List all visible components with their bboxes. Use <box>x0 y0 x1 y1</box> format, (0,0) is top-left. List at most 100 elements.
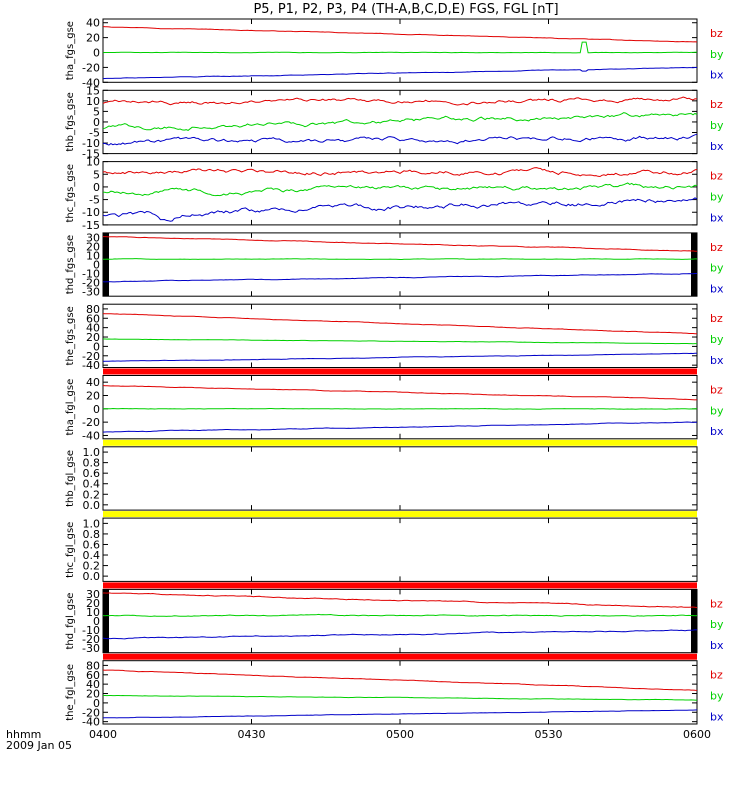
x-tick-label: 0500 <box>386 728 414 741</box>
x-tick-label: 0400 <box>89 728 117 741</box>
series-line-by <box>102 694 698 701</box>
panel-thc_fgl_gse: 1.00.80.60.40.20.0 thc_fgl_gse <box>65 517 698 583</box>
y-tick-label: -30 <box>82 642 100 655</box>
legend-by: by <box>710 262 724 275</box>
series-line-bz <box>102 313 697 335</box>
legend-bx: bx <box>710 354 724 367</box>
y-tick-label: 10 <box>86 606 100 619</box>
y-tick-label: 40 <box>86 17 100 30</box>
y-tick-label: 40 <box>86 322 100 335</box>
y-tick-label: -15 <box>82 219 100 232</box>
y-tick-label: 0 <box>93 47 100 60</box>
y-tick-label: 0 <box>93 181 100 194</box>
series-line-bz <box>103 236 698 252</box>
x-footer-hhmm: hhmm <box>6 728 41 741</box>
y-tick-label: 10 <box>86 250 100 263</box>
y-tick-label: 60 <box>86 312 100 325</box>
y-tick-label: 0 <box>93 697 100 710</box>
y-tick-label: 0 <box>93 403 100 416</box>
panel-ylabel: thc_fgs_gse <box>65 164 76 223</box>
series-line-bx <box>102 273 697 283</box>
legend-by: by <box>710 404 724 417</box>
y-tick-label: -10 <box>82 268 100 281</box>
series-line-bz <box>102 167 698 178</box>
series-line-bx <box>102 709 698 719</box>
legend-bx: bx <box>710 283 724 296</box>
legend-bz: bz <box>710 98 723 111</box>
panel-frame <box>102 517 698 582</box>
y-tick-label: 0.8 <box>83 528 101 541</box>
panel-frame <box>102 161 698 226</box>
x-footer-date: 2009 Jan 05 <box>6 739 72 752</box>
legend-bz: bz <box>710 27 723 40</box>
panel-ylabel: thd_fgl_gse <box>65 593 76 650</box>
series-line-by <box>102 613 698 617</box>
panel-frame <box>102 446 698 511</box>
y-tick-label: 1.0 <box>83 517 101 530</box>
legend-bx: bx <box>710 140 724 153</box>
y-tick-label: -20 <box>82 706 100 719</box>
status-bar <box>103 511 697 518</box>
y-tick-label: 0.4 <box>83 478 101 491</box>
y-tick-label: -15 <box>82 148 100 161</box>
panel-frame <box>102 660 698 725</box>
y-tick-label: 20 <box>86 597 100 610</box>
y-tick-label: -10 <box>82 206 100 219</box>
y-tick-label: 0 <box>93 259 100 272</box>
legend-bz: bz <box>710 669 723 682</box>
series-line-by <box>102 407 697 410</box>
y-tick-label: 40 <box>86 678 100 691</box>
legend-bz: bz <box>710 241 723 254</box>
y-tick-label: 30 <box>86 588 100 601</box>
status-bar <box>103 653 697 660</box>
chart-title: P5, P1, P2, P3, P4 (TH-A,B,C,D,E) FGS, F… <box>253 2 558 17</box>
series-line-by <box>103 182 698 197</box>
y-tick-label: 0.2 <box>83 560 101 573</box>
panel-ylabel: thc_fgl_gse <box>65 522 76 578</box>
y-tick-label: 80 <box>86 659 100 672</box>
panel-ylabel: the_fgl_gse <box>65 664 76 721</box>
y-tick-label: 10 <box>86 95 100 108</box>
status-bar <box>103 582 697 589</box>
y-tick-label: -40 <box>82 429 100 442</box>
legend-bx: bx <box>710 69 724 82</box>
y-tick-label: -5 <box>89 194 100 207</box>
y-tick-label: -20 <box>82 350 100 363</box>
y-tick-label: 10 <box>86 156 100 169</box>
series-line-bx <box>102 352 698 362</box>
y-tick-label: 20 <box>86 32 100 45</box>
y-tick-label: -20 <box>82 277 100 290</box>
y-tick-label: 0.0 <box>83 499 101 512</box>
legend-bz: bz <box>710 597 723 610</box>
legend-by: by <box>710 618 724 631</box>
y-tick-label: 0.0 <box>83 570 101 583</box>
series-line-bx <box>102 421 697 433</box>
y-tick-label: 60 <box>86 669 100 682</box>
series-line-by <box>103 258 697 261</box>
series-line-bz <box>102 385 698 401</box>
y-tick-label: 20 <box>86 389 100 402</box>
x-axis: 0400 0430 0500 0530 0600 <box>89 728 711 741</box>
panel-ylabel: thb_fgs_gse <box>65 92 76 151</box>
series-line-bx <box>102 197 698 222</box>
y-tick-label: 0 <box>93 615 100 628</box>
y-tick-label: -5 <box>89 127 100 140</box>
y-tick-label: -10 <box>82 137 100 150</box>
x-tick-label: 0430 <box>238 728 266 741</box>
series-line-bx <box>102 629 698 640</box>
panel-frame <box>102 303 698 369</box>
series-line-bz <box>103 592 698 609</box>
legend-bx: bx <box>710 211 724 224</box>
y-tick-label: 0.8 <box>83 457 101 470</box>
series-line-by <box>102 338 697 345</box>
x-tick-label: 0530 <box>535 728 563 741</box>
series-line-bz <box>102 26 698 43</box>
y-tick-label: 0 <box>93 116 100 129</box>
y-tick-label: 0.6 <box>83 538 101 551</box>
